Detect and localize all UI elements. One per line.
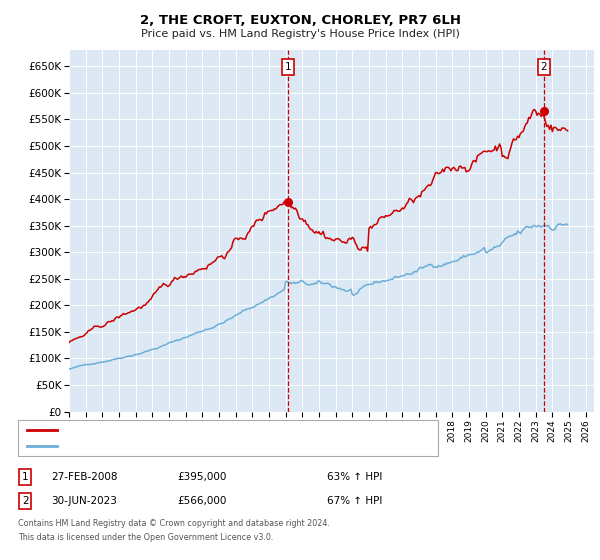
Text: 63% ↑ HPI: 63% ↑ HPI bbox=[327, 472, 382, 482]
Text: 30-JUN-2023: 30-JUN-2023 bbox=[51, 496, 117, 506]
Text: This data is licensed under the Open Government Licence v3.0.: This data is licensed under the Open Gov… bbox=[18, 533, 274, 542]
Text: 2: 2 bbox=[22, 496, 29, 506]
Text: 2, THE CROFT, EUXTON, CHORLEY, PR7 6LH: 2, THE CROFT, EUXTON, CHORLEY, PR7 6LH bbox=[139, 14, 461, 27]
Text: 1: 1 bbox=[285, 62, 292, 72]
Text: Contains HM Land Registry data © Crown copyright and database right 2024.: Contains HM Land Registry data © Crown c… bbox=[18, 519, 330, 528]
Text: £395,000: £395,000 bbox=[177, 472, 226, 482]
Text: HPI: Average price, detached house, Chorley: HPI: Average price, detached house, Chor… bbox=[63, 441, 281, 451]
Text: 67% ↑ HPI: 67% ↑ HPI bbox=[327, 496, 382, 506]
Text: 27-FEB-2008: 27-FEB-2008 bbox=[51, 472, 118, 482]
Text: 1: 1 bbox=[22, 472, 29, 482]
Text: 2: 2 bbox=[541, 62, 547, 72]
Text: 2, THE CROFT, EUXTON, CHORLEY, PR7 6LH (detached house): 2, THE CROFT, EUXTON, CHORLEY, PR7 6LH (… bbox=[63, 425, 367, 435]
Text: Price paid vs. HM Land Registry's House Price Index (HPI): Price paid vs. HM Land Registry's House … bbox=[140, 29, 460, 39]
Text: £566,000: £566,000 bbox=[177, 496, 226, 506]
